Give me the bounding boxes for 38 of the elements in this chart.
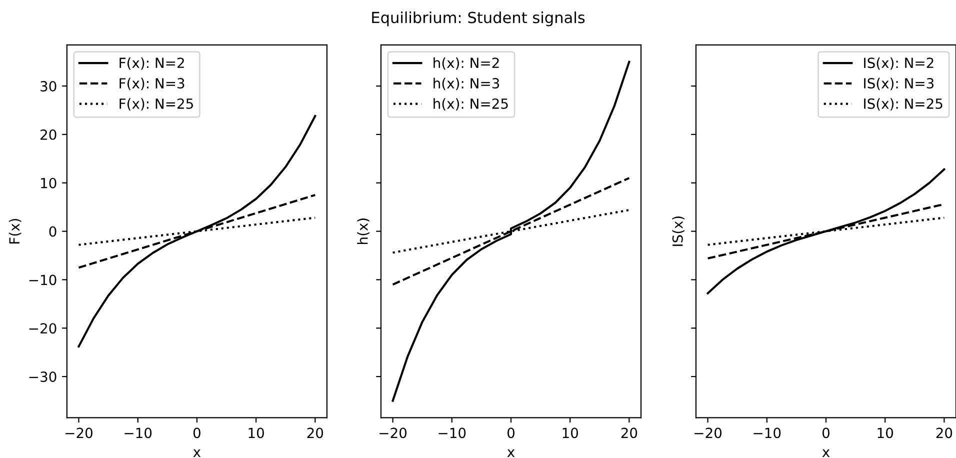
x-tick-label: 20	[936, 428, 952, 438]
y-tick-label: 0	[49, 226, 56, 237]
legend-label: h(x): N=2	[434, 57, 499, 70]
x-tick-label: 10	[248, 428, 264, 438]
x-tick-label: 0	[822, 428, 830, 438]
legend-label: F(x): N=25	[120, 98, 193, 111]
x-tick-label: −10	[124, 428, 152, 438]
x-tick-label: −20	[380, 428, 407, 438]
x-tick-label: 0	[193, 428, 200, 438]
x-axis-title: x	[193, 449, 201, 457]
x-tick-label: 20	[621, 428, 638, 438]
y-axis-title: F(x)	[8, 218, 22, 244]
x-tick-label: 10	[878, 428, 893, 438]
y-tick-label: −30	[29, 372, 56, 382]
y-tick-label: −10	[29, 274, 56, 286]
x-tick-label: −10	[438, 428, 466, 438]
y-tick-label: 10	[41, 178, 56, 188]
y-axis-title: IS(x)	[672, 216, 684, 246]
x-tick-label: 0	[507, 428, 514, 438]
legend-label: h(x): N=25	[434, 98, 508, 111]
x-tick-label: 10	[562, 428, 578, 438]
chart-title: Equilibrium: Student signals	[372, 11, 585, 26]
legend-label: IS(x): N=2	[864, 57, 934, 70]
y-tick-label: 20	[40, 129, 56, 140]
x-tick-label: −20	[66, 428, 92, 438]
legend-label: F(x): N=2	[120, 57, 184, 70]
x-axis-title: x	[507, 449, 515, 457]
y-tick-label: −20	[29, 323, 56, 334]
x-tick-label: −20	[694, 428, 722, 438]
y-tick-label: 30	[40, 81, 56, 92]
legend-label: IS(x): N=25	[864, 98, 942, 111]
legend-label: h(x): N=3	[434, 78, 500, 90]
x-axis-title: x	[822, 449, 830, 457]
legend-label: IS(x): N=3	[864, 78, 934, 90]
y-axis-title: h(x)	[357, 218, 370, 244]
x-tick-label: −10	[754, 428, 781, 438]
x-tick-label: 20	[307, 428, 324, 438]
legend-label: F(x): N=3	[120, 78, 184, 90]
